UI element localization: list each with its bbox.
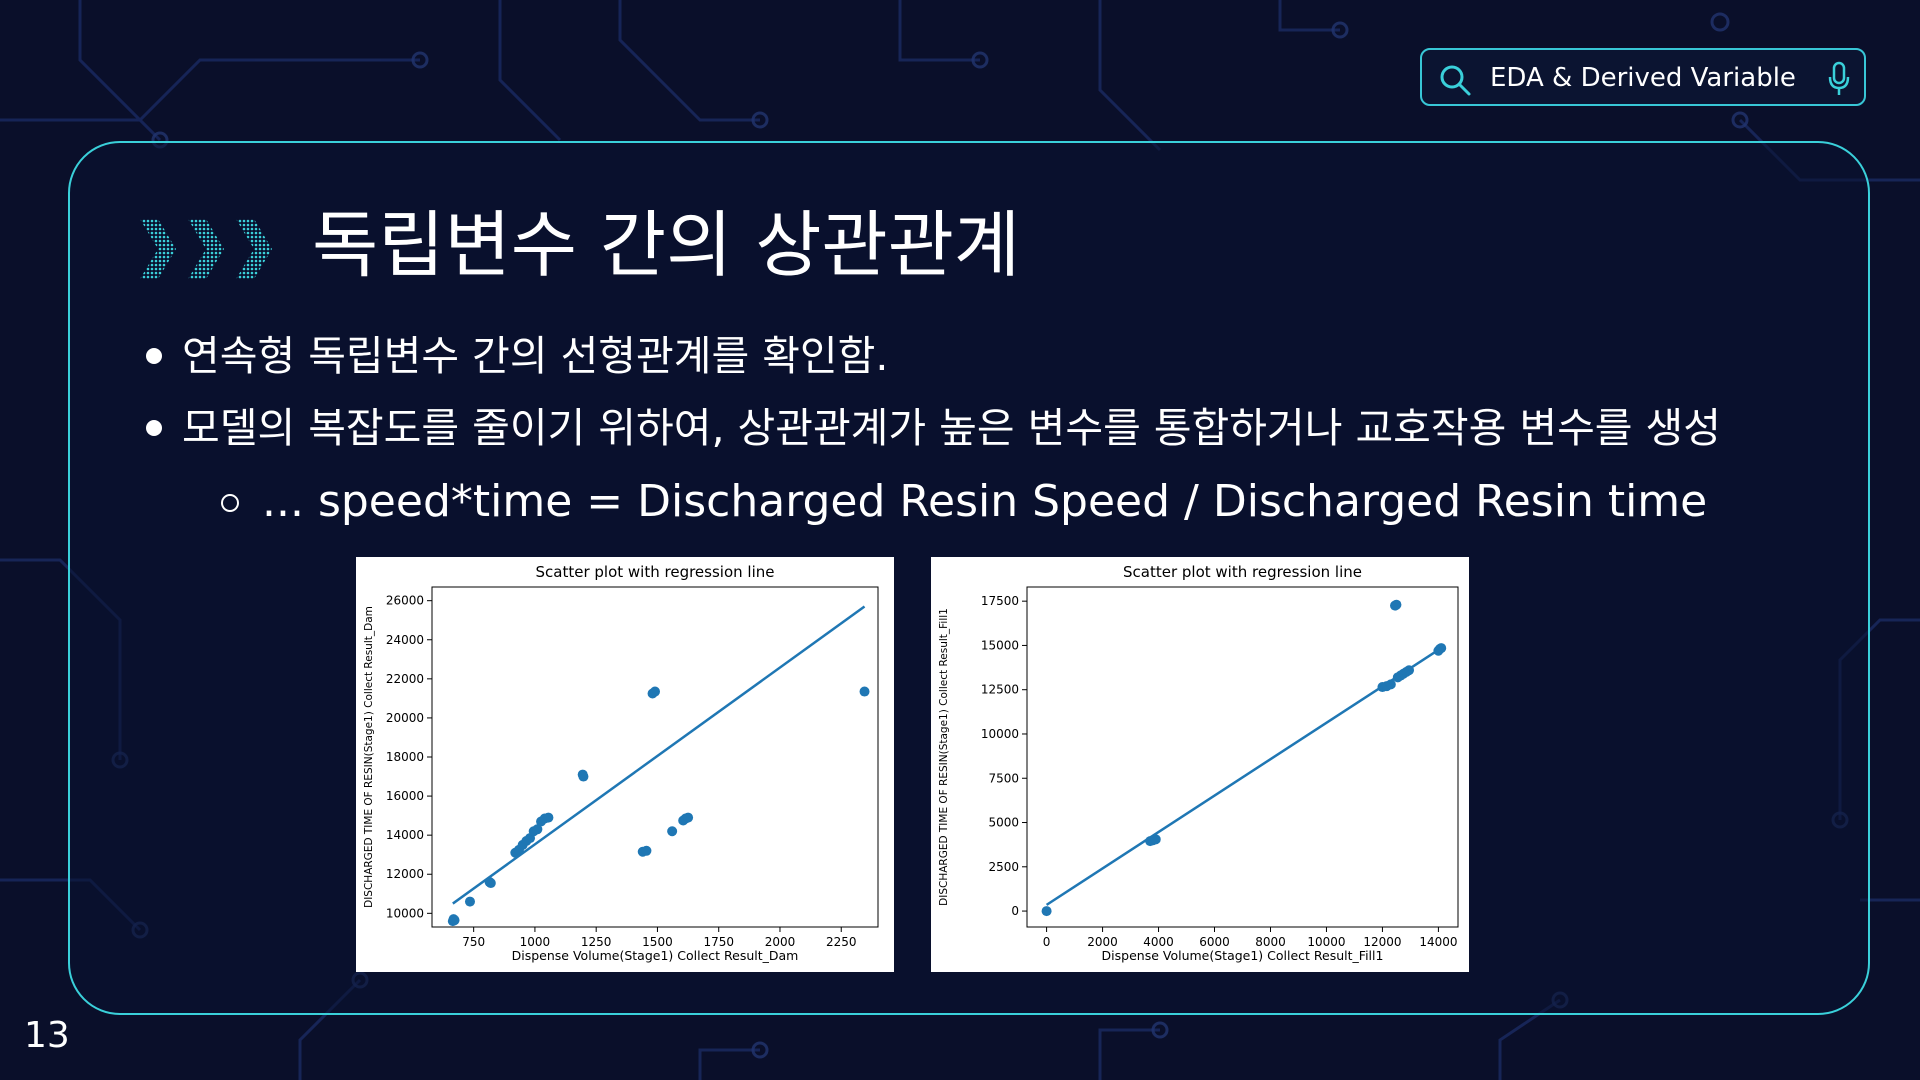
x-tick-label: 6000	[1199, 935, 1230, 949]
regression-line	[1045, 647, 1442, 906]
scatter-point	[1391, 599, 1402, 610]
x-tick-label: 10000	[1307, 935, 1345, 949]
scatter-point	[464, 896, 475, 907]
y-tick-label: 12000	[386, 867, 424, 881]
y-tick-label: 17500	[981, 594, 1019, 608]
y-tick-label: 24000	[386, 633, 424, 647]
x-tick-label: 0	[1043, 935, 1051, 949]
x-tick-label: 14000	[1419, 935, 1457, 949]
scatter-point	[543, 812, 554, 823]
y-tick-label: 16000	[386, 789, 424, 803]
x-tick-label: 1000	[520, 935, 551, 949]
y-tick-label: 7500	[988, 771, 1019, 785]
x-tick-label: 1500	[642, 935, 673, 949]
x-tick-label: 8000	[1255, 935, 1286, 949]
y-tick-label: 22000	[386, 672, 424, 686]
x-tick-label: 2000	[1087, 935, 1118, 949]
scatter-point	[667, 826, 678, 837]
search-bar[interactable]: EDA & Derived Variable	[1420, 48, 1866, 106]
search-icon	[1440, 65, 1471, 96]
x-axis-label: Dispense Volume(Stage1) Collect Result_F…	[1102, 948, 1384, 963]
bullet-dot	[146, 348, 162, 364]
x-tick-label: 4000	[1143, 935, 1174, 949]
scatter-point	[683, 812, 694, 823]
slide-title: 독립변수 간의 상관관계	[312, 203, 1021, 287]
y-tick-label: 20000	[386, 711, 424, 725]
bullet-dot	[146, 420, 162, 436]
x-tick-label: 750	[462, 935, 485, 949]
y-tick-label: 0	[1011, 904, 1019, 918]
scatter-point	[650, 686, 660, 697]
scatter-point	[859, 686, 870, 697]
chart-title: Scatter plot with regression line	[1123, 563, 1362, 581]
x-tick-label: 1250	[581, 935, 612, 949]
y-tick-label: 12500	[981, 683, 1019, 697]
scatter-point	[578, 771, 589, 782]
scatter-chart-dam: Scatter plot with regression line 750 1000…	[356, 557, 894, 972]
y-tick-label: 10000	[981, 727, 1019, 741]
sub-bullet-ring	[221, 494, 239, 512]
y-axis-label: DISCHARGED TIME OF RESIN(Stage1) Collect…	[938, 608, 950, 906]
search-text: EDA & Derived Variable	[1490, 63, 1796, 93]
y-tick-label: 26000	[386, 594, 424, 608]
y-tick-label: 5000	[988, 816, 1019, 830]
scatter-point	[532, 824, 543, 835]
x-tick-label: 2250	[826, 935, 857, 949]
sub-bullet: ... speed*time = Discharged Resin Speed …	[262, 476, 1708, 527]
x-tick-label: 2000	[765, 935, 796, 949]
bullet-1: 연속형 독립변수 간의 선형관계를 확인함.	[182, 332, 889, 380]
page-number: 13	[24, 1015, 70, 1056]
y-axis-label: DISCHARGED TIME OF RESIN(Stage1) Collect…	[363, 606, 375, 908]
y-tick-label: 18000	[386, 750, 424, 764]
y-tick-label: 14000	[386, 828, 424, 842]
scatter-point	[1041, 906, 1052, 917]
microphone-icon[interactable]	[1826, 61, 1852, 97]
bullet-2: 모델의 복잡도를 줄이기 위하여, 상관관계가 높은 변수를 통합하거나 교호작…	[182, 404, 1721, 452]
scatter-chart-fill1: Scatter plot with regression line 0 2000 40…	[931, 557, 1469, 972]
scatter-point	[449, 915, 460, 926]
plot-frame	[431, 586, 879, 928]
y-tick-label: 2500	[988, 860, 1019, 874]
y-tick-label: 10000	[386, 906, 424, 920]
x-tick-label: 1750	[703, 935, 734, 949]
chart-title: Scatter plot with regression line	[536, 563, 775, 581]
regression-line	[452, 605, 866, 905]
plot-frame	[1026, 586, 1459, 928]
y-tick-label: 15000	[981, 638, 1019, 652]
scatter-point	[485, 878, 496, 889]
x-tick-label: 12000	[1363, 935, 1401, 949]
x-axis-label: Dispense Volume(Stage1) Collect Result_D…	[512, 948, 799, 963]
triple-chevron-icon	[140, 219, 272, 279]
scatter-point	[641, 845, 652, 856]
